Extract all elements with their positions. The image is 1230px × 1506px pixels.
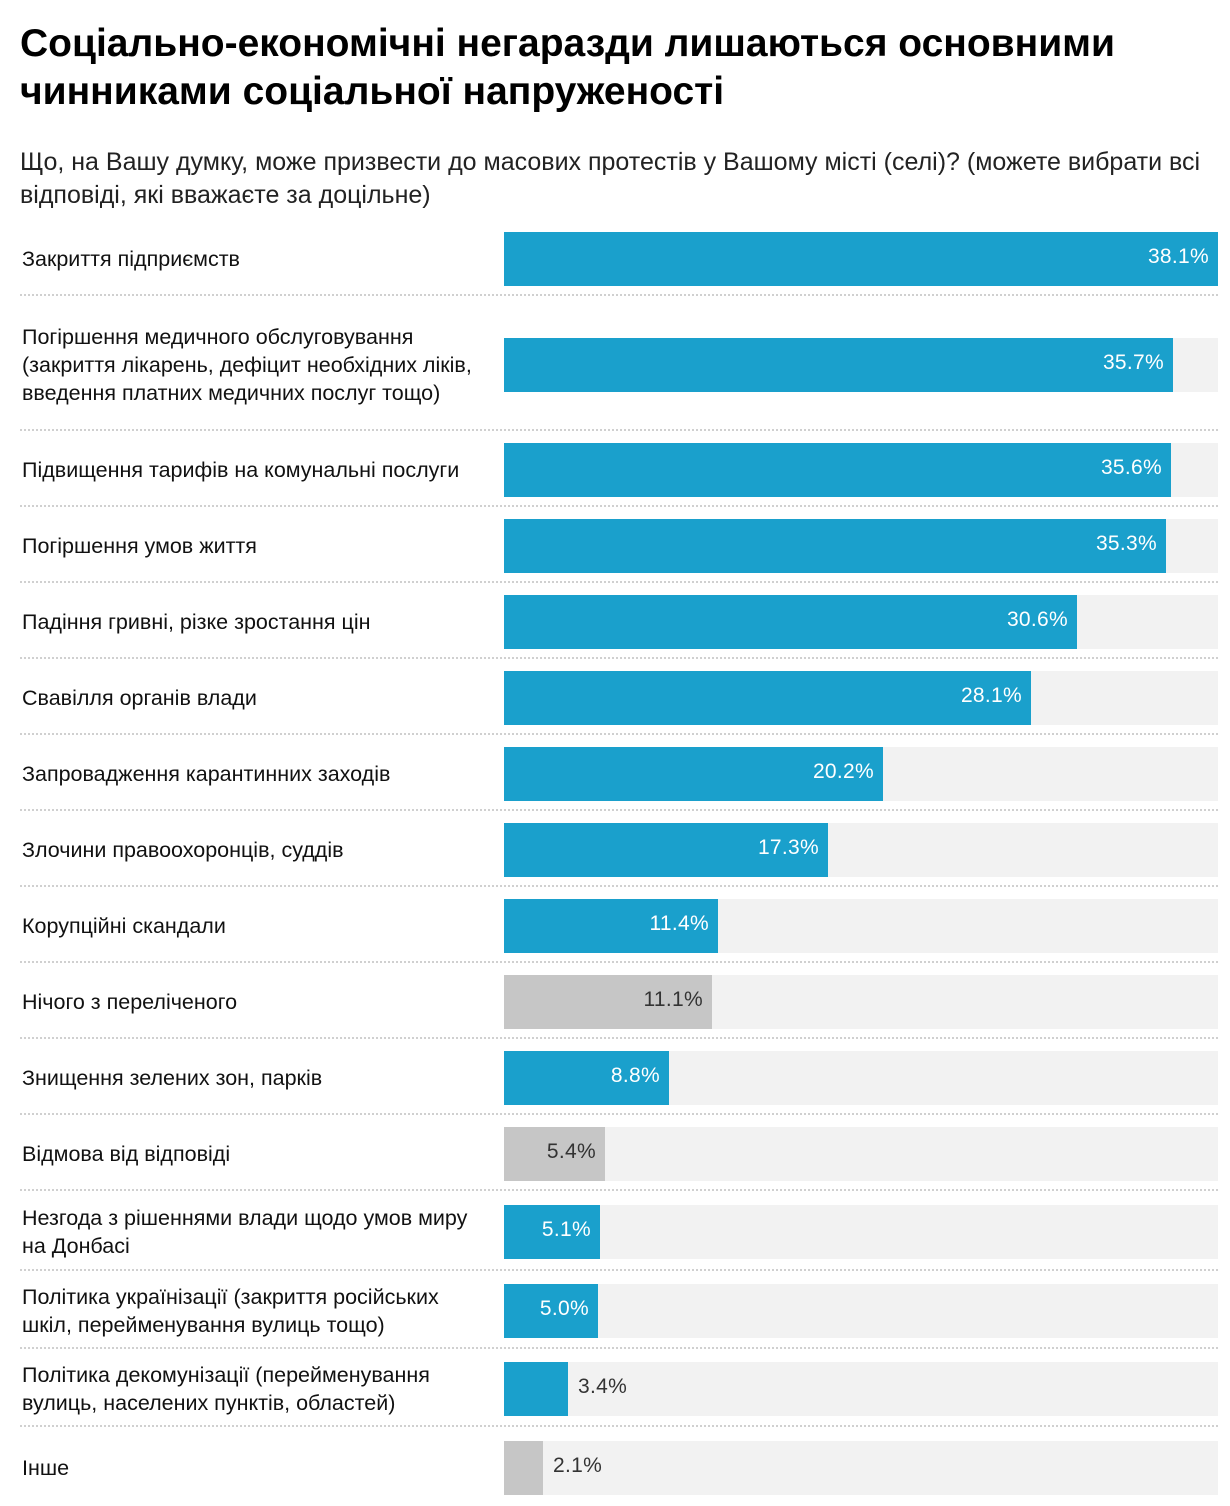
- category-label: Відмова від відповіді: [22, 1142, 231, 1166]
- row-divider: [20, 885, 1218, 887]
- row-divider: [20, 294, 1218, 296]
- category-label: Свавілля органів влади: [22, 686, 257, 710]
- bar-track: 8.8%: [504, 1051, 1218, 1105]
- bar: [504, 1051, 669, 1105]
- chart-subtitle: Що, на Вашу думку, може призвести до мас…: [20, 148, 1201, 209]
- bar-row: Свавілля органів влади 28.1%: [20, 659, 1218, 735]
- value-label: 11.4%: [649, 912, 709, 935]
- bar: [504, 1284, 598, 1338]
- bar-row: Політика українізації (закриття російськ…: [20, 1271, 1218, 1349]
- bar-track: 20.2%: [504, 747, 1218, 801]
- row-divider: [20, 1425, 1218, 1427]
- row-divider: [20, 429, 1218, 431]
- row-divider: [20, 657, 1218, 659]
- row-divider: [20, 1269, 1218, 1271]
- row-divider: [20, 1113, 1218, 1115]
- category-label: Корупційні скандали: [22, 914, 226, 938]
- bar-row: Нічого з переліченого 11.1%: [20, 963, 1218, 1039]
- value-label: 35.3%: [1095, 532, 1157, 555]
- bar-track: 35.3%: [504, 519, 1218, 573]
- bar: [504, 232, 1218, 286]
- category-label: Падіння гривні, різке зростання цін: [22, 610, 371, 634]
- bar-row: Відмова від відповіді 5.4%: [20, 1115, 1218, 1191]
- value-label: 2.1%: [553, 1453, 603, 1477]
- bar: [504, 337, 1173, 392]
- bar-track: 35.7%: [504, 337, 1218, 392]
- bar: [504, 1127, 605, 1181]
- bar-track: 11.1%: [504, 975, 1218, 1029]
- category-label: Злочини правоохоронців, суддів: [22, 838, 344, 862]
- value-label: 35.7%: [1102, 350, 1164, 374]
- value-label: 38.1%: [1147, 245, 1209, 268]
- bar: [504, 1440, 543, 1495]
- bar: [504, 747, 883, 801]
- value-label: 11.1%: [643, 988, 703, 1011]
- category-label: Закриття підприємств: [22, 247, 240, 271]
- bar-row: Злочини правоохоронців, суддів 17.3%: [20, 811, 1218, 887]
- bar-track: 5.0%: [504, 1284, 1218, 1338]
- value-label: 35.6%: [1100, 456, 1162, 479]
- bar: [504, 1205, 600, 1259]
- bar-row: Запровадження карантинних заходів 20.2%: [20, 735, 1218, 811]
- chart-title: Соціально-економічні негаразди лишаються…: [20, 22, 1116, 113]
- row-divider: [20, 581, 1218, 583]
- category-label: Незгода з рішеннями влади щодо умов миру…: [22, 1206, 468, 1258]
- bar-row: Погіршення медичного обслуговування (зак…: [20, 296, 1218, 431]
- bar-track: 3.4%: [504, 1362, 1218, 1416]
- row-divider: [20, 961, 1218, 963]
- value-label: 3.4%: [578, 1375, 628, 1398]
- row-divider: [20, 505, 1218, 507]
- bar-track: 28.1%: [504, 671, 1218, 725]
- value-label: 5.1%: [541, 1218, 591, 1241]
- row-divider: [20, 809, 1218, 811]
- category-label: Підвищення тарифів на комунальні послуги: [22, 458, 460, 482]
- category-label: Знищення зелених зон, парків: [22, 1066, 323, 1090]
- bar: [504, 899, 718, 953]
- category-label: Запровадження карантинних заходів: [22, 762, 391, 786]
- category-label: Нічого з переліченого: [22, 990, 238, 1014]
- value-label: 5.4%: [546, 1140, 596, 1163]
- bar: [504, 519, 1166, 573]
- bar-track: 11.4%: [504, 899, 1218, 953]
- category-label: Політика українізації (закриття російськ…: [22, 1285, 439, 1337]
- bar-row: Корупційні скандали 11.4%: [20, 887, 1218, 963]
- row-divider: [20, 1037, 1218, 1039]
- value-label: 30.6%: [1006, 608, 1068, 631]
- category-label: Погіршення умов життя: [22, 534, 257, 558]
- bar-row: Незгода з рішеннями влади щодо умов миру…: [20, 1191, 1218, 1271]
- bar-row: Погіршення умов життя 35.3%: [20, 507, 1218, 583]
- value-label: 8.8%: [610, 1064, 660, 1087]
- bar-row: Підвищення тарифів на комунальні послуги…: [20, 431, 1218, 507]
- bar-track: 17.3%: [504, 823, 1218, 877]
- bar: [504, 1362, 568, 1416]
- bar-track: 5.1%: [504, 1205, 1218, 1259]
- row-divider: [20, 733, 1218, 735]
- bar: [504, 595, 1077, 649]
- bar-row: Політика декомунізації (перейменування в…: [20, 1349, 1218, 1427]
- bar-track: 38.1%: [504, 232, 1218, 286]
- bar: [504, 823, 828, 877]
- value-label: 5.0%: [539, 1297, 589, 1320]
- row-divider: [20, 1347, 1218, 1349]
- bar-track: 5.4%: [504, 1127, 1218, 1181]
- bar-track: 2.1%: [504, 1440, 1218, 1495]
- category-label: Політика декомунізації (перейменування в…: [22, 1363, 430, 1415]
- category-label: Погіршення медичного обслуговування (зак…: [22, 324, 472, 405]
- bar: [504, 975, 712, 1029]
- value-label: 20.2%: [812, 760, 874, 783]
- bar-track: 35.6%: [504, 443, 1218, 497]
- category-label: Інше: [22, 1455, 70, 1480]
- row-divider: [20, 1189, 1218, 1191]
- value-label: 17.3%: [757, 836, 819, 859]
- bar-row: Падіння гривні, різке зростання цін 30.6%: [20, 583, 1218, 659]
- value-label: 28.1%: [960, 684, 1022, 707]
- bar: [504, 671, 1031, 725]
- bar: [504, 443, 1171, 497]
- bar-track: 30.6%: [504, 595, 1218, 649]
- bar-row: Закриття підприємств 38.1%: [20, 220, 1218, 296]
- bar-row: Знищення зелених зон, парків 8.8%: [20, 1039, 1218, 1115]
- bar-row: Інше 2.1%: [20, 1427, 1218, 1506]
